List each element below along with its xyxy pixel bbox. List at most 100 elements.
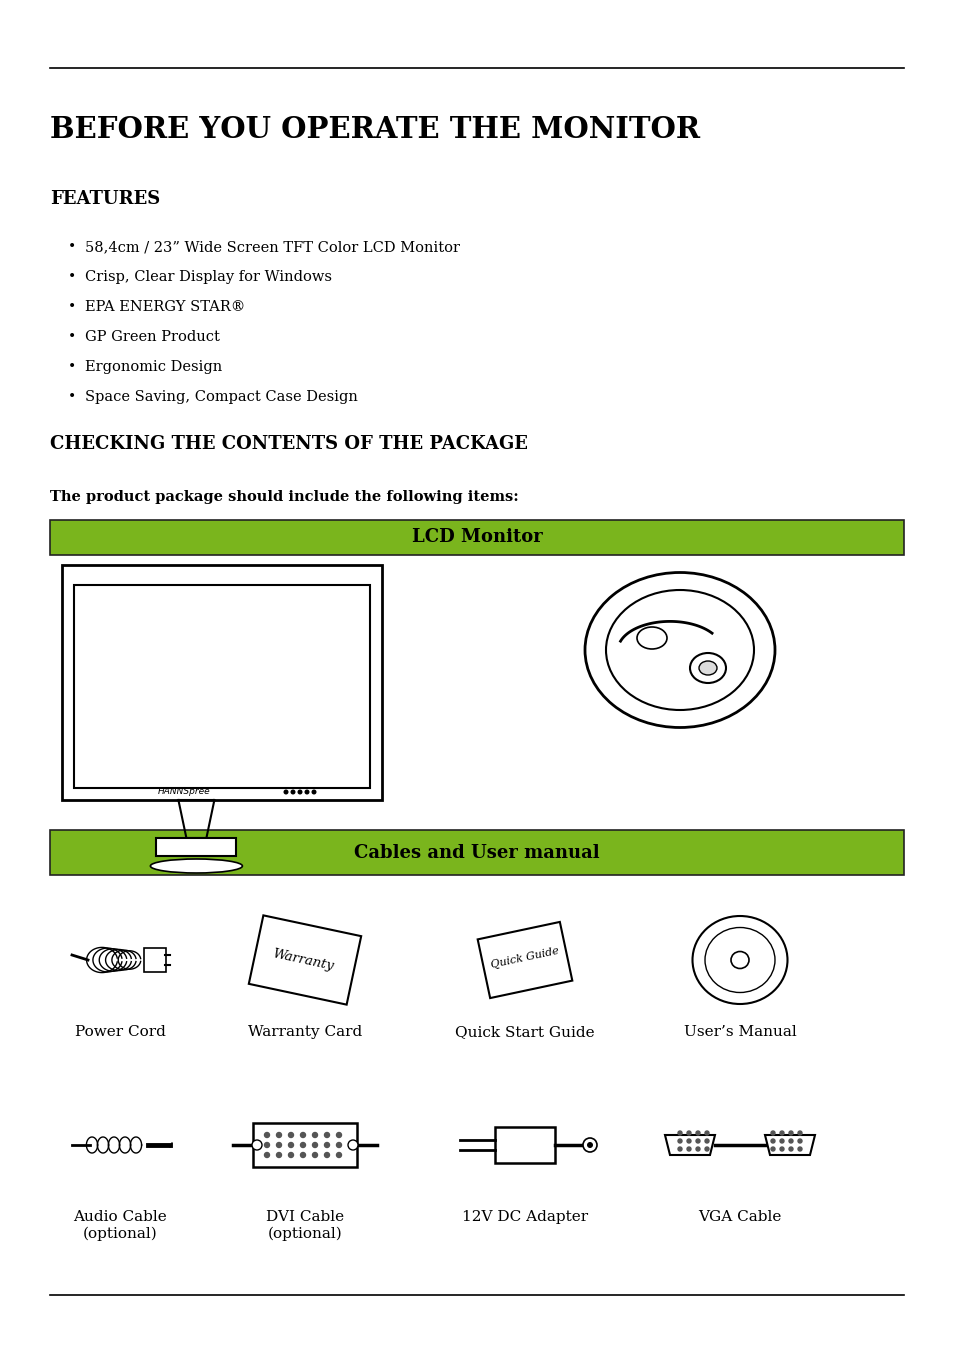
Text: •: • xyxy=(68,329,76,344)
Circle shape xyxy=(704,1139,708,1143)
Circle shape xyxy=(780,1131,783,1135)
Circle shape xyxy=(284,790,288,794)
Ellipse shape xyxy=(699,662,717,675)
Circle shape xyxy=(678,1131,681,1135)
Text: CHECKING THE CONTENTS OF THE PACKAGE: CHECKING THE CONTENTS OF THE PACKAGE xyxy=(50,435,527,454)
Circle shape xyxy=(678,1139,681,1143)
Circle shape xyxy=(324,1153,329,1157)
Circle shape xyxy=(686,1131,690,1135)
Circle shape xyxy=(336,1142,341,1148)
Circle shape xyxy=(288,1142,294,1148)
Text: Warranty: Warranty xyxy=(271,948,335,973)
Circle shape xyxy=(770,1139,774,1143)
Circle shape xyxy=(797,1131,801,1135)
Text: •: • xyxy=(68,270,76,284)
Circle shape xyxy=(276,1153,281,1157)
Text: The product package should include the following items:: The product package should include the f… xyxy=(50,490,518,504)
Bar xyxy=(50,830,903,875)
Ellipse shape xyxy=(692,917,786,1004)
Text: •: • xyxy=(68,300,76,315)
Text: 12V DC Adapter: 12V DC Adapter xyxy=(461,1210,587,1224)
Text: HANNSpree: HANNSpree xyxy=(157,787,210,796)
Circle shape xyxy=(324,1133,329,1138)
Circle shape xyxy=(770,1131,774,1135)
Circle shape xyxy=(678,1148,681,1152)
Circle shape xyxy=(324,1142,329,1148)
Text: FEATURES: FEATURES xyxy=(50,190,160,208)
Circle shape xyxy=(788,1148,792,1152)
Circle shape xyxy=(305,790,309,794)
Bar xyxy=(74,585,370,788)
Ellipse shape xyxy=(730,952,748,968)
Circle shape xyxy=(313,1142,317,1148)
Circle shape xyxy=(291,790,294,794)
Circle shape xyxy=(696,1131,700,1135)
Circle shape xyxy=(298,790,301,794)
Circle shape xyxy=(313,1133,317,1138)
Circle shape xyxy=(788,1139,792,1143)
Circle shape xyxy=(288,1153,294,1157)
Circle shape xyxy=(780,1148,783,1152)
Text: •: • xyxy=(68,240,76,254)
Text: Quick Guide: Quick Guide xyxy=(490,946,559,971)
Circle shape xyxy=(252,1139,262,1150)
Text: Warranty Card: Warranty Card xyxy=(248,1025,362,1040)
Circle shape xyxy=(780,1139,783,1143)
Text: Cables and User manual: Cables and User manual xyxy=(354,844,599,861)
Circle shape xyxy=(582,1138,597,1152)
Circle shape xyxy=(686,1139,690,1143)
Circle shape xyxy=(696,1148,700,1152)
Text: Space Saving, Compact Case Design: Space Saving, Compact Case Design xyxy=(85,390,357,404)
Circle shape xyxy=(336,1153,341,1157)
Ellipse shape xyxy=(689,653,725,683)
Circle shape xyxy=(336,1133,341,1138)
Polygon shape xyxy=(664,1135,714,1156)
Text: Quick Start Guide: Quick Start Guide xyxy=(455,1025,594,1040)
Circle shape xyxy=(264,1142,269,1148)
Polygon shape xyxy=(249,915,361,1004)
Ellipse shape xyxy=(605,590,753,710)
Ellipse shape xyxy=(704,927,774,992)
Circle shape xyxy=(313,1153,317,1157)
Text: DVI Cable
(optional): DVI Cable (optional) xyxy=(266,1210,344,1241)
Circle shape xyxy=(300,1142,305,1148)
Text: Power Cord: Power Cord xyxy=(74,1025,165,1040)
Text: EPA ENERGY STAR®: EPA ENERGY STAR® xyxy=(85,300,245,315)
Circle shape xyxy=(264,1133,269,1138)
Polygon shape xyxy=(764,1135,814,1156)
Text: VGA Cable: VGA Cable xyxy=(698,1210,781,1224)
Circle shape xyxy=(696,1139,700,1143)
Circle shape xyxy=(288,1133,294,1138)
Text: LCD Monitor: LCD Monitor xyxy=(411,528,542,547)
Bar xyxy=(156,838,236,856)
Ellipse shape xyxy=(151,859,242,873)
Circle shape xyxy=(276,1133,281,1138)
Text: GP Green Product: GP Green Product xyxy=(85,329,219,344)
Bar xyxy=(50,520,903,555)
Bar xyxy=(495,1127,555,1162)
Circle shape xyxy=(704,1131,708,1135)
Polygon shape xyxy=(477,922,572,998)
Circle shape xyxy=(312,790,315,794)
Circle shape xyxy=(770,1148,774,1152)
Circle shape xyxy=(264,1153,269,1157)
Text: Ergonomic Design: Ergonomic Design xyxy=(85,360,222,374)
Text: User’s Manual: User’s Manual xyxy=(683,1025,796,1040)
Circle shape xyxy=(276,1142,281,1148)
Ellipse shape xyxy=(637,626,666,649)
Text: Crisp, Clear Display for Windows: Crisp, Clear Display for Windows xyxy=(85,270,332,284)
Circle shape xyxy=(797,1148,801,1152)
Text: BEFORE YOU OPERATE THE MONITOR: BEFORE YOU OPERATE THE MONITOR xyxy=(50,115,700,144)
Circle shape xyxy=(704,1148,708,1152)
Circle shape xyxy=(586,1142,593,1148)
Ellipse shape xyxy=(584,572,774,728)
Circle shape xyxy=(797,1139,801,1143)
Bar xyxy=(144,948,166,972)
Text: Audio Cable
(optional): Audio Cable (optional) xyxy=(73,1210,167,1241)
Circle shape xyxy=(300,1133,305,1138)
Circle shape xyxy=(686,1148,690,1152)
Text: •: • xyxy=(68,360,76,374)
Bar xyxy=(62,566,381,801)
Text: 58,4cm / 23” Wide Screen TFT Color LCD Monitor: 58,4cm / 23” Wide Screen TFT Color LCD M… xyxy=(85,240,459,254)
Bar xyxy=(253,1123,356,1166)
